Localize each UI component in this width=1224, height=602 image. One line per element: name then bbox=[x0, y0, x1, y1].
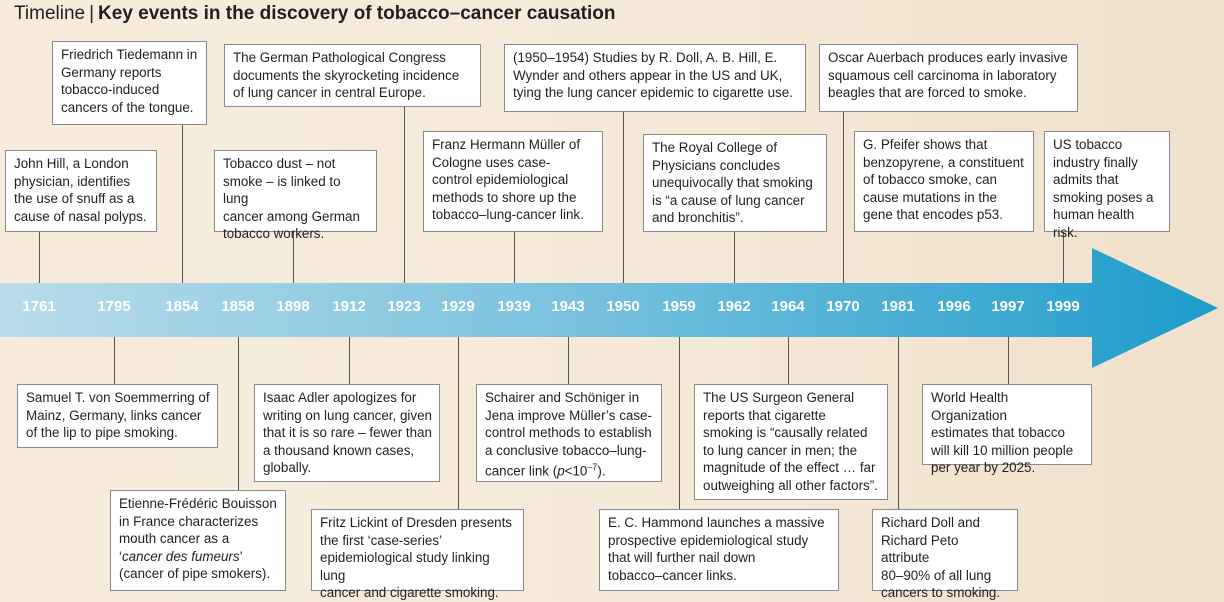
year-1981: 1981 bbox=[881, 298, 915, 315]
connector-1939 bbox=[514, 231, 515, 283]
year-1923: 1923 bbox=[387, 298, 421, 315]
connector-1761 bbox=[39, 231, 40, 283]
connector-1898 bbox=[293, 231, 294, 283]
connector-1943 bbox=[568, 337, 569, 385]
event-1898: Tobacco dust – not smoke – is linked to … bbox=[214, 150, 377, 241]
connector-1962 bbox=[734, 231, 735, 283]
year-1939: 1939 bbox=[497, 298, 531, 315]
event-1939: Franz Hermann Müller of Cologne uses cas… bbox=[423, 131, 603, 232]
connector-1854 bbox=[182, 124, 183, 283]
year-1912: 1912 bbox=[332, 298, 366, 315]
event-1962: The Royal College of Physicians conclude… bbox=[643, 134, 827, 232]
connector-1795 bbox=[114, 337, 115, 385]
year-1858: 1858 bbox=[221, 298, 255, 315]
event-1858-italic: cancer des fumeurs bbox=[121, 548, 240, 564]
year-1950: 1950 bbox=[606, 298, 640, 315]
event-1999: US tobacco industry finally admits that … bbox=[1044, 131, 1170, 240]
year-1997: 1997 bbox=[991, 298, 1025, 315]
year-1943: 1943 bbox=[551, 298, 585, 315]
event-1950: (1950–1954) Studies by R. Doll, A. B. Hi… bbox=[504, 44, 806, 112]
title-separator: | bbox=[89, 3, 95, 24]
year-1761: 1761 bbox=[22, 298, 56, 315]
title-main: Key events in the discovery of tobacco–c… bbox=[98, 3, 616, 24]
connector-1997 bbox=[1008, 337, 1009, 385]
connector-1923 bbox=[404, 106, 405, 283]
title-prefix: Timeline bbox=[14, 3, 86, 24]
event-1997: World Health Organization estimates that… bbox=[922, 384, 1092, 475]
event-1970-auerbach: Oscar Auerbach produces early invasive s… bbox=[819, 44, 1078, 112]
year-1854: 1854 bbox=[165, 298, 199, 315]
event-1943-text-end: ). bbox=[597, 463, 606, 479]
connector-1950 bbox=[623, 111, 624, 283]
year-1970: 1970 bbox=[826, 298, 860, 315]
event-1912: Isaac Adler apologizes for writing on lu… bbox=[254, 384, 440, 482]
event-1943-lt: <10 bbox=[564, 463, 588, 479]
year-1795: 1795 bbox=[97, 298, 131, 315]
year-1996: 1996 bbox=[937, 298, 971, 315]
event-1795: Samuel T. von Soemmerring of Mainz, Germ… bbox=[17, 384, 218, 448]
connector-1999 bbox=[1063, 231, 1064, 283]
connector-1929 bbox=[458, 337, 459, 509]
event-1854: Friedrich Tiedemann in Germany reports t… bbox=[52, 41, 207, 125]
event-1959: E. C. Hammond launches a massive prospec… bbox=[599, 509, 839, 591]
year-1964: 1964 bbox=[771, 298, 805, 315]
year-1999: 1999 bbox=[1046, 298, 1080, 315]
event-1943-text: Schairer and Schöniger in Jena improve M… bbox=[485, 390, 652, 479]
timeline-arrow-shape bbox=[0, 248, 1218, 368]
event-1943-exponent: –7 bbox=[587, 462, 598, 472]
connector-1964 bbox=[788, 337, 789, 385]
event-1970-pfeifer: G. Pfeifer shows that benzopyrene, a con… bbox=[854, 131, 1034, 232]
event-1981: Richard Doll and Richard Peto attribute … bbox=[872, 509, 1018, 600]
connector-1981 bbox=[898, 337, 899, 509]
year-1898: 1898 bbox=[276, 298, 310, 315]
event-1761: John Hill, a London physician, identifie… bbox=[5, 150, 157, 232]
event-1943-p-italic: p bbox=[557, 463, 565, 479]
event-1964: The US Surgeon General reports that ciga… bbox=[694, 384, 888, 500]
event-1858-text-end: ’ (cancer of pipe smokers). bbox=[119, 548, 271, 582]
year-1962: 1962 bbox=[717, 298, 751, 315]
event-1923: The German Pathological Congress documen… bbox=[224, 44, 481, 107]
year-1929: 1929 bbox=[441, 298, 475, 315]
event-1943: Schairer and Schöniger in Jena improve M… bbox=[476, 384, 662, 482]
event-1929: Fritz Lickint of Dresden presents the fi… bbox=[311, 509, 524, 600]
page-title: Timeline | Key events in the discovery of … bbox=[14, 2, 615, 26]
connector-1959 bbox=[679, 337, 680, 509]
connector-1858 bbox=[238, 337, 239, 490]
year-1959: 1959 bbox=[662, 298, 696, 315]
event-1858-text: Etienne-Frédéric Bouisson in France char… bbox=[119, 496, 277, 564]
connector-1912 bbox=[349, 337, 350, 385]
event-1858: Etienne-Frédéric Bouisson in France char… bbox=[110, 490, 286, 591]
connector-1970 bbox=[843, 111, 844, 283]
